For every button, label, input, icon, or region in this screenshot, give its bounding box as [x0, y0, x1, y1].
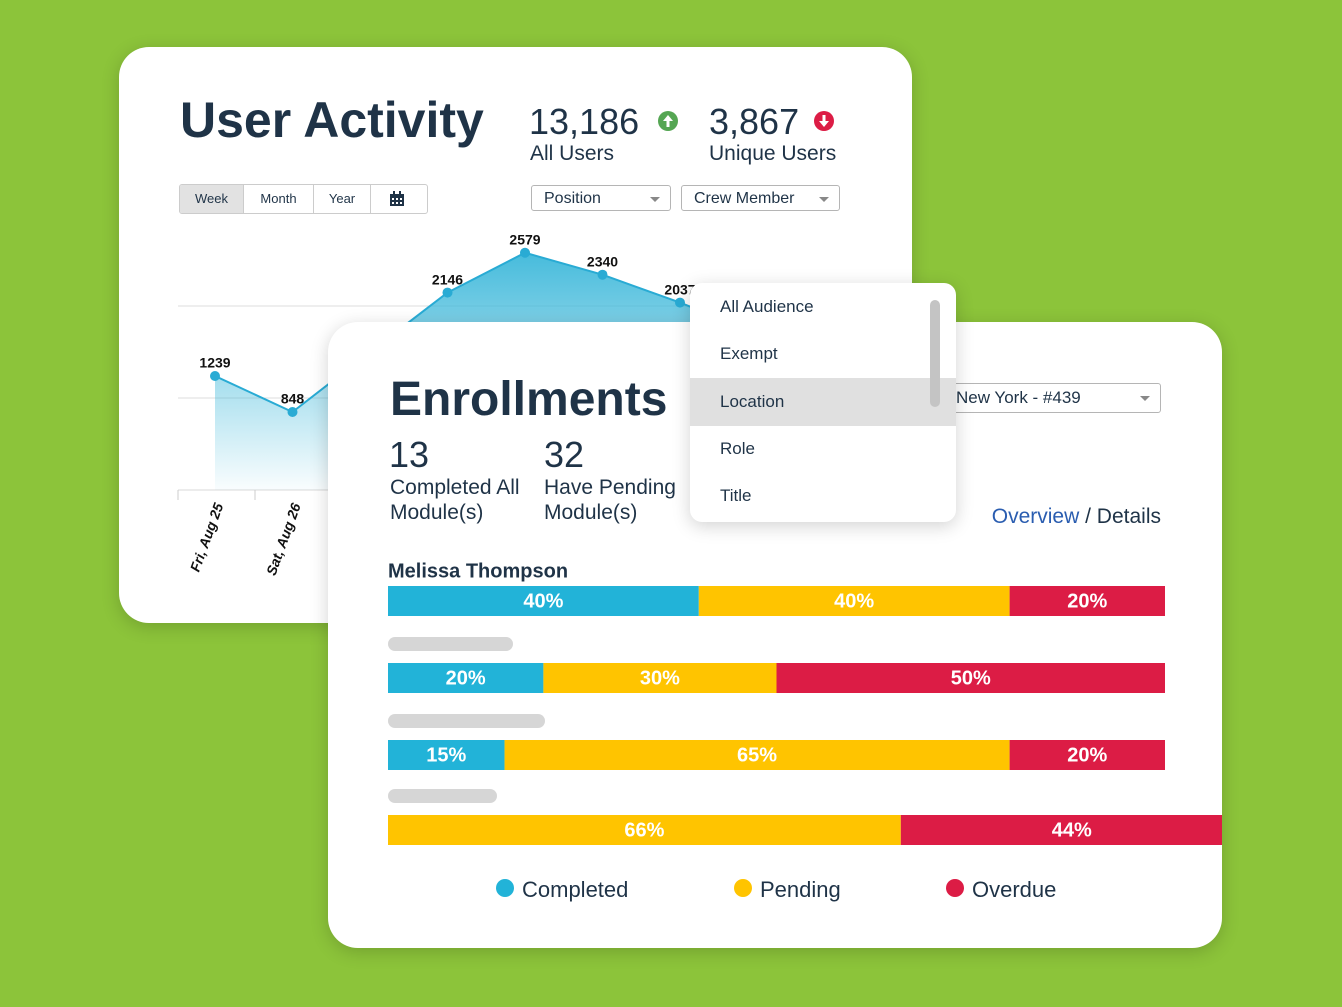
tab[interactable]: Year — [314, 185, 371, 213]
view-switch: Overview / Details — [992, 505, 1161, 529]
menu-item[interactable]: Location — [690, 377, 956, 426]
dropdown-text: Crew Member — [694, 190, 795, 207]
data-label: 1239 — [199, 355, 230, 371]
stat-label: Have Pending Module(s) — [544, 476, 676, 524]
card-title: User Activity — [180, 92, 484, 148]
data-label: 2037 — [664, 281, 695, 297]
bar-segment — [543, 663, 777, 693]
stat-label: All Users — [530, 142, 615, 165]
view-link[interactable]: Details — [1096, 505, 1161, 528]
tab[interactable]: Month — [244, 185, 314, 213]
bar-segment — [388, 740, 505, 770]
row-label: Melissa Thompson — [388, 560, 568, 582]
line — [214, 251, 758, 414]
bar-segment — [1009, 586, 1165, 616]
legend-label: Completed — [522, 877, 628, 902]
x-tick-label: Sat, Aug 26 — [263, 501, 304, 578]
location-dropdown[interactable]: New York - #439 — [943, 383, 1161, 413]
menu-item[interactable]: Title — [720, 486, 752, 506]
stat-label: Completed All Module(s) — [390, 476, 520, 524]
card-title: Enrollments — [390, 373, 668, 426]
data-label: 40% — [834, 590, 874, 612]
data-label: 20% — [1067, 590, 1107, 612]
legend-swatch — [496, 879, 514, 897]
filter-dropdown[interactable]: Position — [531, 185, 671, 211]
placeholder-bar — [388, 637, 513, 651]
stat-value: 32 — [544, 434, 585, 475]
calendar-icon[interactable] — [389, 191, 405, 207]
stat-value: 13 — [389, 434, 430, 475]
data-label: 15% — [426, 744, 466, 766]
bar-segment — [388, 663, 544, 693]
stat-label: Unique Users — [709, 142, 837, 165]
data-label: 2146 — [432, 271, 463, 287]
menu-item[interactable]: Role — [720, 438, 755, 458]
legend-label: Overdue — [972, 877, 1056, 902]
stat-value: 13,186 — [529, 101, 640, 142]
bar-segment — [388, 586, 699, 616]
bar-segment — [504, 740, 1010, 770]
placeholder-bar — [388, 789, 497, 803]
point — [675, 297, 685, 308]
scrollbar — [930, 300, 940, 407]
data-label: 66% — [624, 819, 664, 841]
legend-swatch — [734, 879, 752, 897]
legend-label: Pending — [760, 877, 841, 902]
enrollment-chart: Melissa Thompson 40% 40% 20% 20% 30% 50% 15% 65%… — [388, 560, 1222, 902]
data-label: 20% — [446, 667, 486, 689]
stat-value: 3,867 — [709, 101, 800, 142]
data-label: 848 — [281, 391, 305, 407]
tab[interactable]: Week — [180, 185, 244, 213]
menu-item[interactable]: Exempt — [720, 344, 778, 364]
bar-segment — [1009, 740, 1165, 770]
point — [210, 371, 220, 382]
data-label: 2340 — [587, 253, 618, 269]
point — [442, 287, 453, 298]
dropdown-text: New York - #439 — [956, 388, 1081, 407]
period-tabs: Week Month Year — [179, 184, 428, 214]
data-label: 50% — [951, 667, 991, 689]
trend-down-icon — [814, 111, 834, 131]
bar-segment — [698, 586, 1010, 616]
view-link[interactable]: Overview — [991, 505, 1080, 528]
x-tick-label: Fri, Aug 25 — [187, 501, 227, 574]
data-label: 2579 — [509, 231, 540, 247]
audience-menu: All Audience Exempt Location Role Title — [690, 283, 956, 522]
data-label: 65% — [737, 744, 777, 766]
bar-segment — [388, 815, 901, 845]
point — [520, 247, 530, 258]
menu-item[interactable]: All Audience — [720, 297, 814, 316]
trend-up-icon — [658, 111, 678, 131]
filter-dropdown[interactable]: Crew Member — [681, 185, 840, 211]
data-label: 40% — [523, 590, 563, 612]
point — [287, 406, 298, 417]
separator: / — [1085, 505, 1091, 528]
placeholder-bar — [388, 714, 545, 728]
dropdown-text: Position — [544, 190, 601, 207]
data-label: 44% — [1052, 819, 1092, 841]
data-label: 20% — [1067, 744, 1107, 766]
data-label: 30% — [640, 667, 680, 689]
bar-segment — [776, 663, 1165, 693]
bar-segment — [900, 815, 1222, 845]
point — [597, 269, 608, 280]
legend-swatch — [946, 879, 964, 897]
